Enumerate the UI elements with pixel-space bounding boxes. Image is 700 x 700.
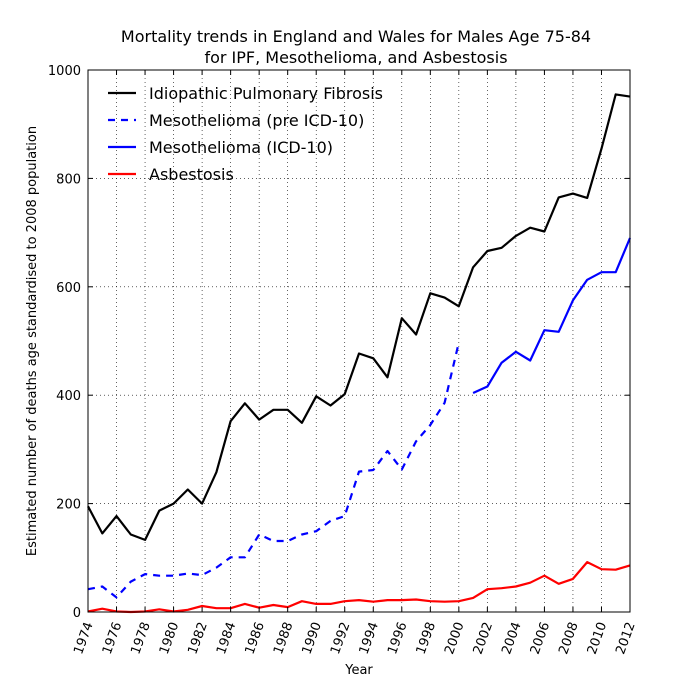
- x-tick-label: 2012: [613, 620, 638, 656]
- chart-title-line1: Mortality trends in England and Wales fo…: [121, 27, 591, 46]
- x-tick-label: 2006: [528, 620, 553, 656]
- legend-label-3: Asbestosis: [149, 165, 234, 184]
- y-tick-label: 1000: [48, 64, 81, 79]
- y-tick-label: 800: [56, 172, 81, 187]
- y-axis-label: Estimated number of deaths age standardi…: [25, 126, 40, 556]
- x-tick-label: 1978: [128, 620, 153, 656]
- y-tick-label: 400: [56, 389, 81, 404]
- y-tick-label: 0: [73, 606, 81, 621]
- chart-title-line2: for IPF, Mesothelioma, and Asbestosis: [204, 48, 507, 67]
- x-tick-label: 2008: [556, 620, 581, 656]
- series-lines: [87, 93, 632, 614]
- x-tick-label: 1982: [185, 620, 210, 656]
- x-tick-label: 2004: [499, 620, 524, 656]
- x-tick-label: 2010: [585, 620, 610, 656]
- x-tick-label: 1988: [271, 620, 296, 656]
- x-tick-label: 1974: [71, 620, 96, 656]
- legend-label-2: Mesothelioma (ICD-10): [149, 138, 333, 157]
- x-tick-label: 1986: [243, 620, 268, 656]
- x-tick-label: 1980: [157, 620, 182, 656]
- series-line-3: [87, 560, 631, 614]
- axis-ticks: 1974 1976 1978 1980 1982 1984 1986 1988 1990 1992…: [48, 64, 639, 656]
- x-tick-label: 1984: [214, 620, 239, 656]
- x-tick-label: 1994: [357, 620, 382, 656]
- legend: Idiopathic Pulmonary Fibrosis Mesotheliom…: [108, 84, 383, 184]
- x-tick-label: 1996: [385, 620, 410, 656]
- x-tick-label: 1992: [328, 620, 353, 656]
- legend-label-0: Idiopathic Pulmonary Fibrosis: [149, 84, 383, 103]
- y-tick-label: 600: [56, 281, 81, 296]
- series-line-0: [87, 93, 631, 542]
- x-tick-label: 2000: [442, 620, 467, 656]
- plot-area-frame: [87, 69, 631, 613]
- y-tick-label: 200: [56, 498, 81, 513]
- x-tick-label: 2002: [471, 620, 496, 656]
- x-tick-label: 1990: [300, 620, 325, 656]
- legend-label-1: Mesothelioma (pre ICD-10): [149, 111, 364, 130]
- x-axis-label: Year: [344, 663, 373, 678]
- series-line-2: [472, 237, 632, 395]
- x-tick-label: 1976: [100, 620, 125, 656]
- series-line-1: [87, 342, 460, 599]
- x-tick-label: 1998: [414, 620, 439, 656]
